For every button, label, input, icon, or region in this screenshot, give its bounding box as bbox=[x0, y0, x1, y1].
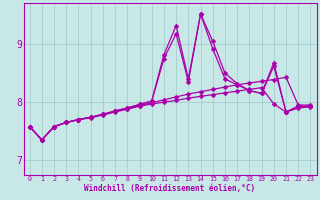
X-axis label: Windchill (Refroidissement éolien,°C): Windchill (Refroidissement éolien,°C) bbox=[84, 184, 256, 193]
